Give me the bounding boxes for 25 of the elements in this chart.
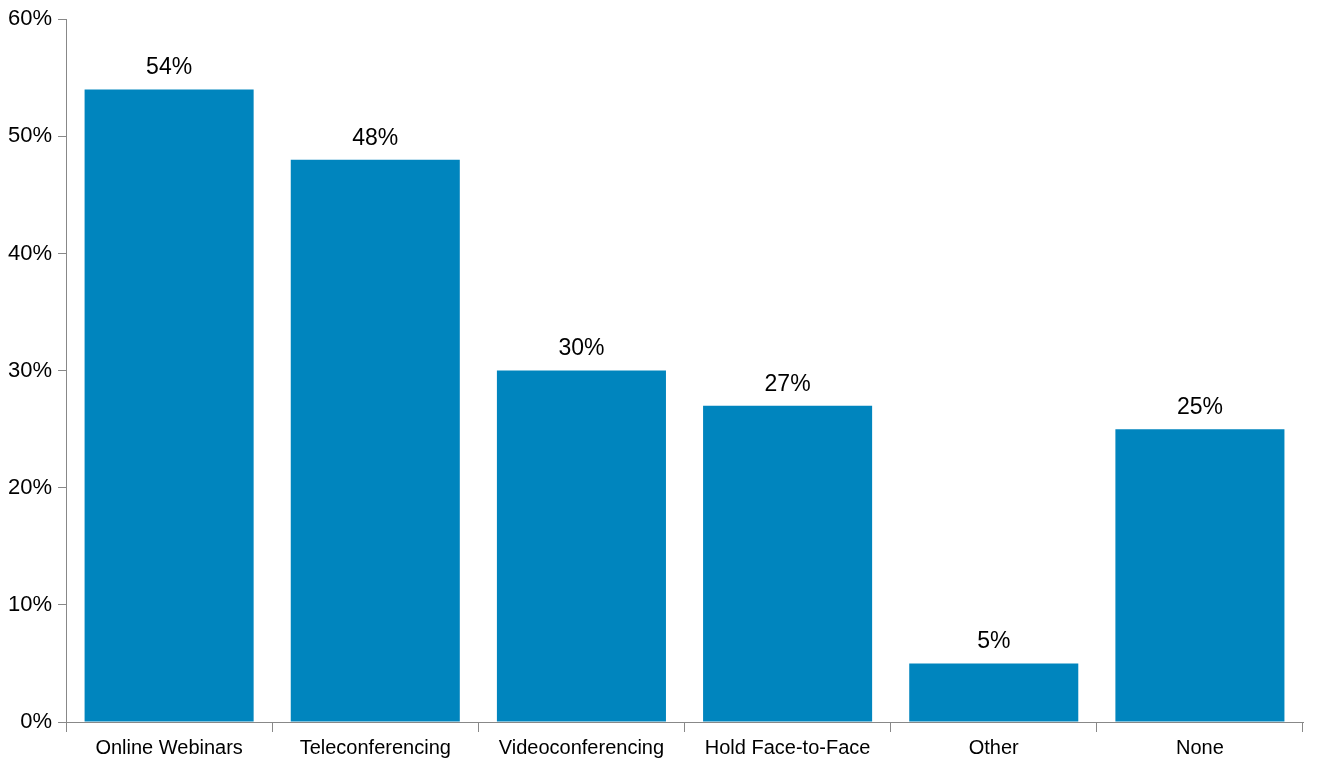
data-label: 30% (558, 334, 605, 361)
bar (1115, 429, 1285, 722)
y-tick-label: 10% (7, 590, 53, 616)
bar (290, 159, 460, 722)
data-label: 48% (352, 123, 399, 150)
x-tick-label: None (1176, 735, 1224, 758)
y-tick-label: 30% (7, 356, 53, 382)
y-tick-label: 40% (7, 239, 53, 265)
y-tick-label: 0% (20, 708, 53, 734)
data-label: 5% (977, 627, 1011, 654)
bar (84, 89, 254, 722)
bar (909, 663, 1079, 722)
x-tick-label: Teleconferencing (299, 735, 451, 758)
x-tick-label: Other (968, 735, 1020, 758)
data-label: 27% (764, 369, 811, 396)
y-tick-label: 60% (7, 5, 53, 31)
x-tick-label: Online Webinars (95, 735, 243, 758)
y-tick-label: 50% (7, 122, 53, 148)
y-tick-label: 20% (7, 473, 53, 499)
x-tick-label: Videoconferencing (498, 735, 665, 758)
bar (703, 405, 873, 722)
data-label: 25% (1176, 393, 1223, 420)
data-label: 54% (146, 53, 193, 80)
bar (496, 370, 666, 722)
x-tick-label: Hold Face-to-Face (704, 735, 871, 758)
